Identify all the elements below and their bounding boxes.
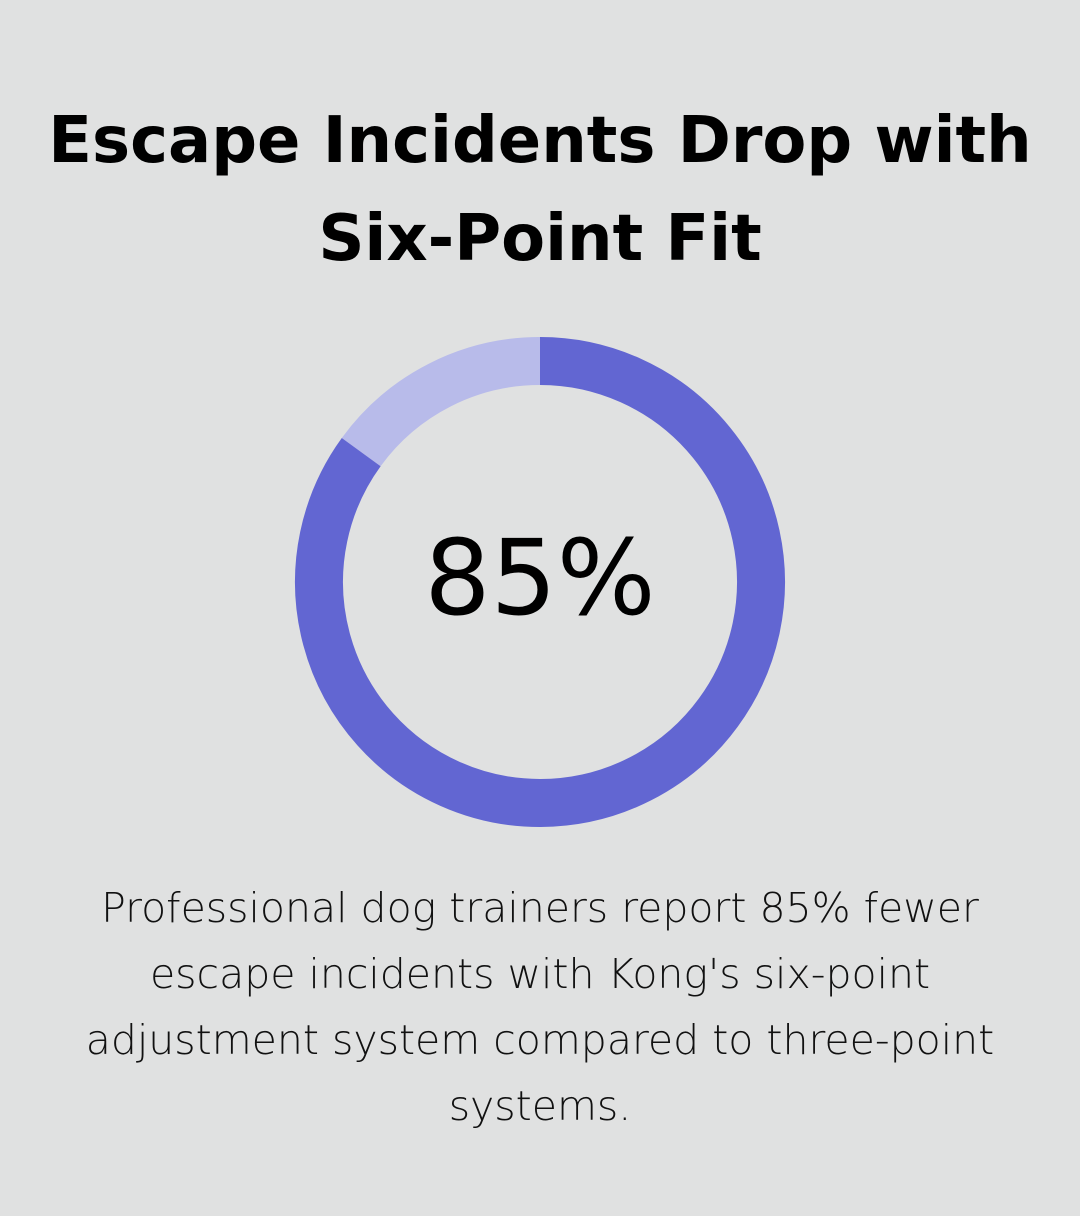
- donut-arc: [295, 337, 785, 827]
- center-label: 85%: [424, 517, 655, 639]
- donut-track: [341, 337, 541, 467]
- chart-title: Escape Incidents Drop with Six-Point Fit: [48, 104, 1032, 276]
- description: Professional dog trainers report 85% few…: [85, 884, 995, 1130]
